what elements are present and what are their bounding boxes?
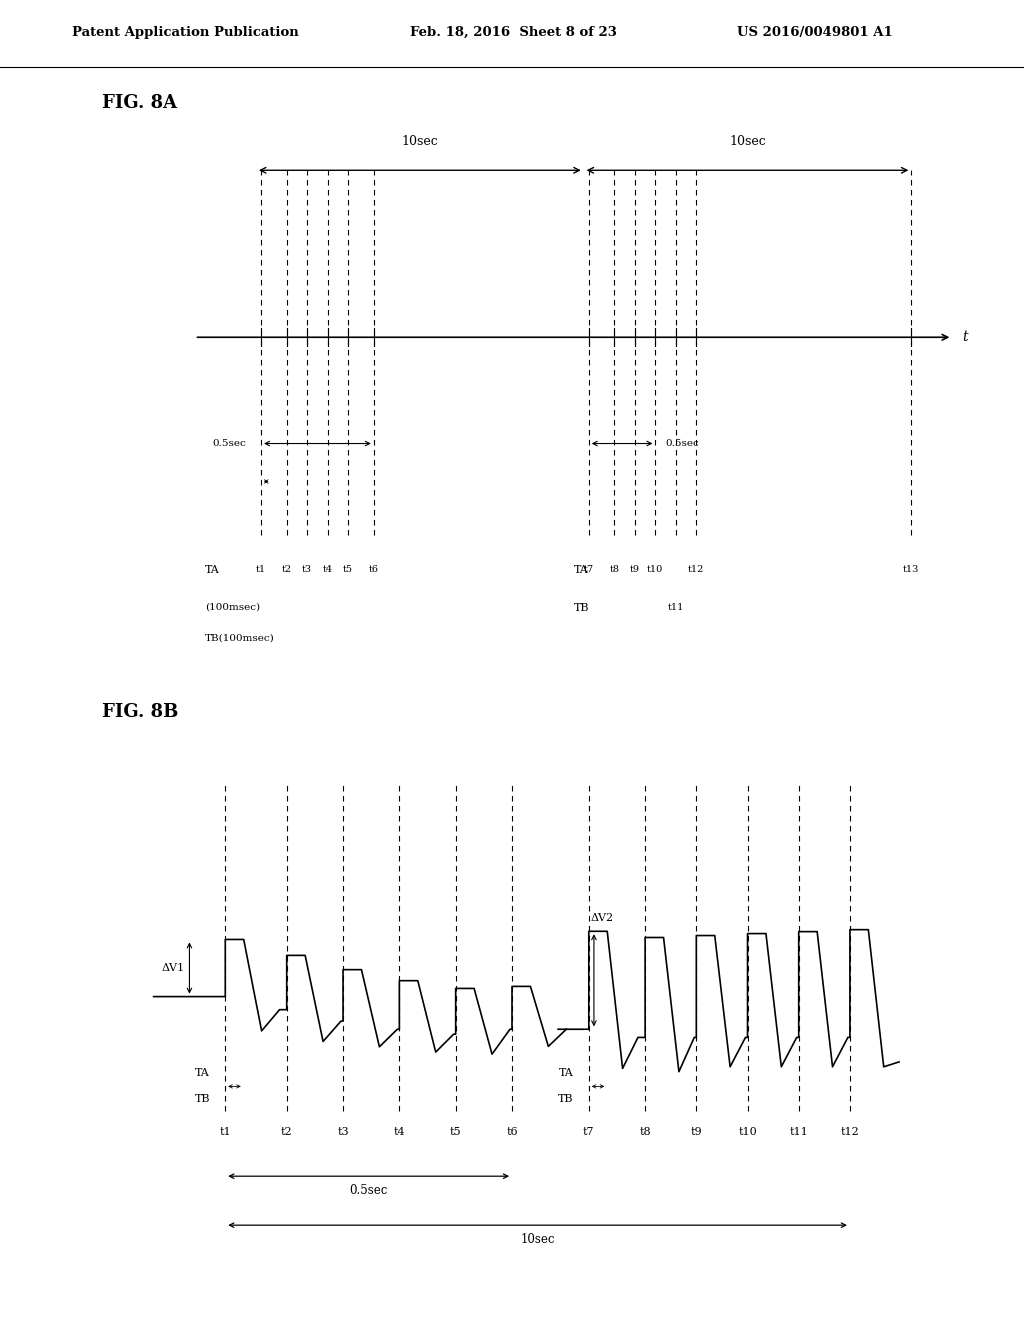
Text: Feb. 18, 2016  Sheet 8 of 23: Feb. 18, 2016 Sheet 8 of 23 <box>410 26 616 40</box>
Text: (100msec): (100msec) <box>205 603 260 612</box>
Text: t9: t9 <box>630 565 640 574</box>
Text: t6: t6 <box>369 565 379 574</box>
Text: t1: t1 <box>219 1127 231 1138</box>
Text: t4: t4 <box>393 1127 406 1138</box>
Text: t8: t8 <box>609 565 620 574</box>
Text: t7: t7 <box>584 565 594 574</box>
Text: t3: t3 <box>302 565 312 574</box>
Text: TB: TB <box>558 1094 573 1105</box>
Text: t4: t4 <box>323 565 333 574</box>
Text: ΔV2: ΔV2 <box>591 913 614 923</box>
Text: t11: t11 <box>790 1127 808 1138</box>
Text: t12: t12 <box>688 565 705 574</box>
Text: t: t <box>963 330 968 345</box>
Text: FIG. 8B: FIG. 8B <box>102 702 179 721</box>
Text: 0.5sec: 0.5sec <box>212 440 246 447</box>
Text: US 2016/0049801 A1: US 2016/0049801 A1 <box>737 26 893 40</box>
Text: t7: t7 <box>583 1127 595 1138</box>
Text: TA: TA <box>559 1068 573 1078</box>
Text: TA: TA <box>196 1068 210 1078</box>
Text: 10sec: 10sec <box>401 135 438 148</box>
Text: t6: t6 <box>506 1127 518 1138</box>
Text: t12: t12 <box>841 1127 859 1138</box>
Text: TB(100msec): TB(100msec) <box>205 634 274 643</box>
Text: TB: TB <box>195 1094 210 1105</box>
Text: Patent Application Publication: Patent Application Publication <box>72 26 298 40</box>
Text: t5: t5 <box>343 565 353 574</box>
Text: TA: TA <box>205 565 219 576</box>
Text: 0.5sec: 0.5sec <box>666 440 699 447</box>
Text: t3: t3 <box>337 1127 349 1138</box>
Text: TB: TB <box>573 603 589 612</box>
Text: t8: t8 <box>639 1127 651 1138</box>
Text: t13: t13 <box>903 565 920 574</box>
Text: t10: t10 <box>647 565 664 574</box>
Text: 10sec: 10sec <box>729 135 766 148</box>
Text: t10: t10 <box>738 1127 757 1138</box>
Text: 10sec: 10sec <box>520 1233 555 1246</box>
Text: FIG. 8A: FIG. 8A <box>102 95 177 112</box>
Text: TA: TA <box>573 565 588 576</box>
Text: ΔV1: ΔV1 <box>161 964 184 973</box>
Text: t1: t1 <box>256 565 266 574</box>
Text: t5: t5 <box>450 1127 462 1138</box>
Text: t2: t2 <box>282 565 292 574</box>
Text: t11: t11 <box>668 603 684 612</box>
Text: t2: t2 <box>281 1127 293 1138</box>
Text: 0.5sec: 0.5sec <box>349 1184 388 1197</box>
Text: t9: t9 <box>690 1127 702 1138</box>
